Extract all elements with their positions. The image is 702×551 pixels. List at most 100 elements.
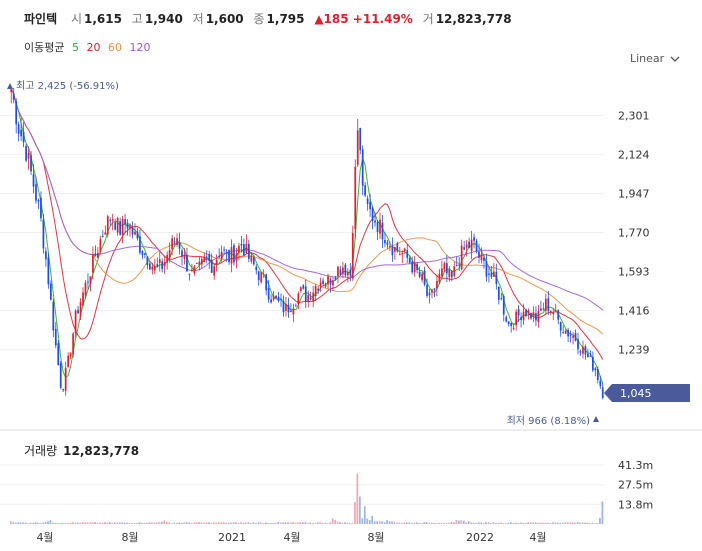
candle-body	[483, 257, 485, 261]
price-tick-label: 2,124	[618, 148, 650, 161]
candle-body	[161, 261, 164, 270]
volume-bar	[571, 522, 574, 524]
volume-bar	[460, 520, 463, 524]
ma5-label[interactable]: 5	[71, 41, 79, 54]
candle-body	[408, 257, 411, 264]
volume-bar	[210, 523, 213, 524]
volume-bar	[250, 522, 252, 524]
ma60-label[interactable]: 60	[107, 41, 122, 54]
candle-body	[562, 332, 565, 334]
candle-body	[52, 301, 55, 331]
volume-bar	[133, 522, 136, 524]
candle-body	[349, 270, 352, 276]
candle-body	[12, 93, 15, 100]
volume-bar	[368, 520, 371, 524]
volume-tick-label: 27.5m	[618, 479, 653, 492]
volume-bar	[200, 522, 203, 524]
candle-body	[218, 256, 221, 258]
candle-body	[431, 289, 433, 293]
candle-body	[144, 253, 146, 255]
volume-bar	[344, 522, 346, 524]
volume-bar	[240, 522, 242, 524]
volume-bar	[232, 522, 235, 524]
candle-body	[146, 256, 149, 266]
volume-bar	[215, 522, 218, 524]
candle-body	[62, 388, 65, 391]
candle-body	[574, 332, 577, 342]
candle-body	[101, 235, 104, 237]
moving-average-legend[interactable]: 이동평균 5 20 60 120	[24, 39, 154, 55]
volume-bar	[428, 522, 431, 524]
candle-body	[141, 251, 144, 256]
volume-bar	[448, 522, 450, 524]
candle-body	[398, 254, 401, 256]
candle-body	[389, 246, 391, 248]
candle-body	[371, 207, 374, 221]
volume-bar	[163, 520, 166, 524]
candle-body	[401, 253, 404, 255]
volume-bar	[165, 522, 168, 524]
candle-body	[99, 239, 102, 252]
candle-body	[287, 304, 290, 313]
candle-body	[480, 254, 483, 261]
volume-bar	[591, 522, 594, 524]
volume-bar	[354, 502, 356, 524]
candle-body	[537, 311, 540, 322]
volume-bar	[193, 522, 195, 524]
candle-body	[59, 363, 62, 388]
volume-bar	[594, 523, 596, 524]
volume-bar	[386, 520, 388, 524]
candle-body	[277, 297, 280, 301]
candle-body	[334, 277, 337, 280]
candle-body	[92, 254, 94, 273]
volume-bar	[190, 523, 193, 524]
candle-body	[384, 239, 386, 244]
ma20-label[interactable]: 20	[86, 41, 101, 54]
volume-bar	[126, 522, 129, 524]
volume-title-label: 거래량	[24, 444, 58, 458]
candle-body	[507, 321, 510, 325]
volume-bar	[146, 522, 148, 524]
volume-bar	[158, 521, 161, 524]
volume-bar	[113, 522, 116, 524]
candle-body	[25, 146, 27, 161]
volume-bar	[289, 522, 292, 524]
volume-bar	[168, 522, 171, 524]
volume-bar	[294, 522, 297, 524]
moving-average-lines	[10, 88, 604, 384]
volume-bar	[349, 522, 351, 524]
volume-bar	[524, 522, 527, 524]
candle-body	[121, 218, 124, 236]
volume-bar	[282, 522, 284, 524]
candle-body	[572, 335, 574, 338]
candle-body	[584, 346, 587, 355]
time-tick-label: 8월	[367, 531, 384, 544]
candle-body	[376, 222, 379, 232]
volume-bar	[311, 522, 314, 524]
candle-body	[478, 251, 480, 258]
max-annotation-text: 최고 2,425 (-56.91%)	[16, 80, 119, 92]
candle-body	[351, 232, 354, 279]
volume-bar	[492, 522, 495, 524]
volume-bar	[203, 522, 205, 524]
scale-dropdown[interactable]: Linear	[630, 52, 680, 65]
candle-body	[252, 257, 255, 265]
ma120-label[interactable]: 120	[129, 41, 151, 54]
candle-body	[45, 251, 47, 260]
volume-bar	[586, 522, 589, 524]
candle-body	[275, 295, 277, 299]
candle-body	[233, 245, 235, 263]
candle-body	[74, 310, 77, 334]
volume-bar	[205, 522, 208, 524]
candle-body	[406, 250, 409, 258]
volume-bar	[517, 522, 520, 524]
volume-bar	[104, 522, 106, 524]
volume-bar	[576, 522, 579, 524]
candle-body	[379, 219, 381, 234]
candle-body	[577, 339, 579, 350]
volume-bar	[274, 522, 277, 524]
volume-bar	[279, 522, 282, 524]
volume-bar	[304, 522, 307, 524]
volume-bar	[601, 501, 604, 524]
